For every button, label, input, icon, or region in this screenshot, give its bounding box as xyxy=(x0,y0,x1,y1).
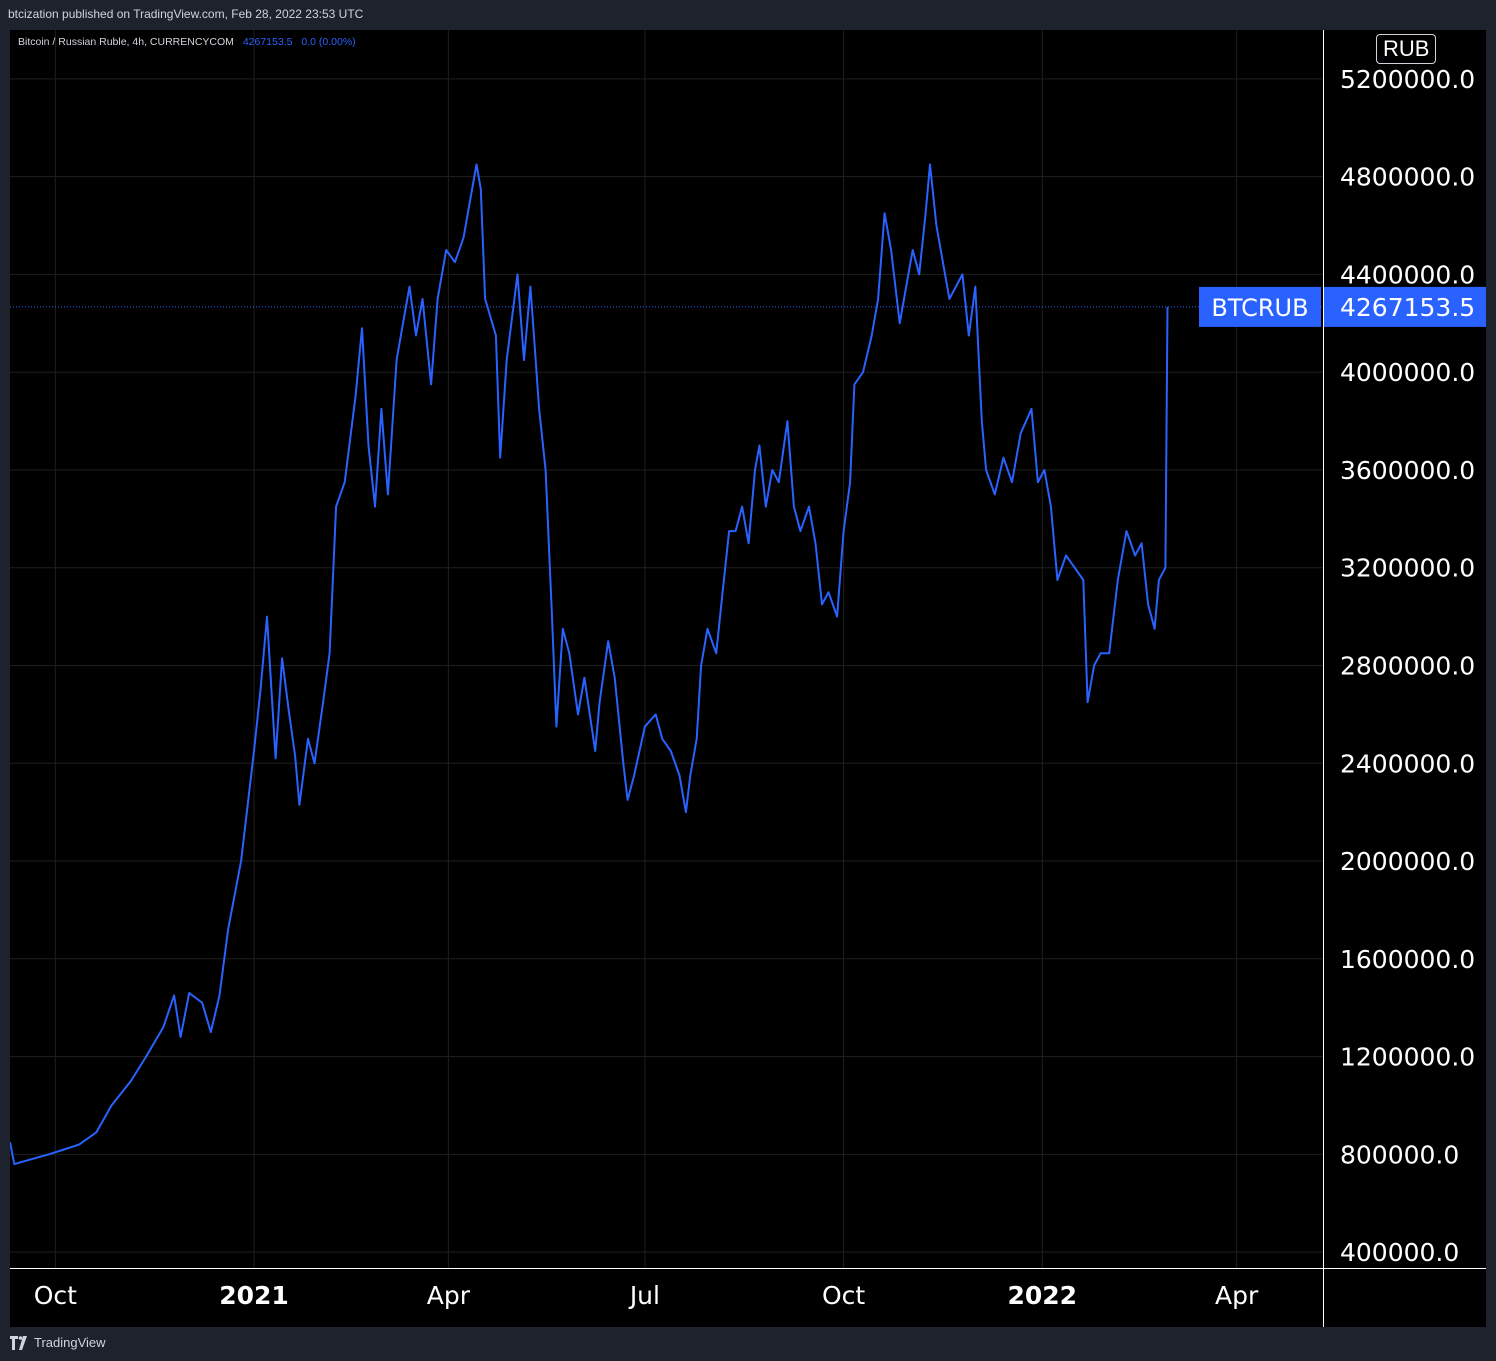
y-tick-label: 2400000.0 xyxy=(1340,749,1475,778)
y-tick-label: 4400000.0 xyxy=(1340,260,1475,289)
chart-legend: Bitcoin / Russian Ruble, 4h, CURRENCYCOM… xyxy=(18,36,356,48)
price-chart[interactable]: 400000.0 800000.0 1200000.0 1600000.0 200000… xyxy=(10,30,1486,1327)
currency-badge[interactable]: RUB xyxy=(1376,34,1437,64)
tradingview-logo-icon xyxy=(10,1336,27,1350)
y-tick-label: 1600000.0 xyxy=(1340,945,1475,974)
y-tick-label: 4800000.0 xyxy=(1340,163,1475,192)
last-price-value: 4267153.5 xyxy=(1340,293,1475,322)
x-tick-label: 2021 xyxy=(219,1281,289,1310)
y-tick-label: 800000.0 xyxy=(1340,1140,1459,1169)
footer: TradingView xyxy=(0,1327,1496,1361)
y-tick-label: 3600000.0 xyxy=(1340,456,1475,485)
y-tick-label: 2000000.0 xyxy=(1340,847,1475,876)
y-tick-label: 5200000.0 xyxy=(1340,65,1475,94)
x-tick-label: 2022 xyxy=(1007,1281,1077,1310)
chart-frame[interactable]: 400000.0 800000.0 1200000.0 1600000.0 200000… xyxy=(10,30,1486,1327)
y-tick-label: 2800000.0 xyxy=(1340,651,1475,680)
legend-symbol: Bitcoin / Russian Ruble, 4h, CURRENCYCOM xyxy=(18,36,234,48)
x-tick-label: Apr xyxy=(1215,1281,1259,1310)
y-tick-label: 3200000.0 xyxy=(1340,554,1475,583)
grid xyxy=(10,30,1323,1268)
symbol-badge xyxy=(1199,286,1321,327)
x-tick-label: Oct xyxy=(822,1281,865,1310)
last-price-badge xyxy=(1324,286,1486,327)
x-tick-label: Oct xyxy=(34,1281,77,1310)
y-tick-label: 1200000.0 xyxy=(1340,1043,1475,1072)
symbol-label: BTCRUB xyxy=(1211,294,1308,322)
series-line-btcrub xyxy=(10,163,1169,1166)
y-tick-label: 400000.0 xyxy=(1340,1238,1459,1267)
legend-change: 0.0 (0.00%) xyxy=(301,36,356,48)
y-tick-label: 4000000.0 xyxy=(1340,358,1475,387)
footer-brand: TradingView xyxy=(34,1335,106,1350)
x-tick-label: Apr xyxy=(427,1281,471,1310)
x-tick-label: Jul xyxy=(628,1281,660,1310)
publish-info: btcization published on TradingView.com,… xyxy=(8,7,364,21)
legend-value: 4267153.5 xyxy=(242,36,293,48)
publish-bar: btcization published on TradingView.com,… xyxy=(0,0,1496,30)
